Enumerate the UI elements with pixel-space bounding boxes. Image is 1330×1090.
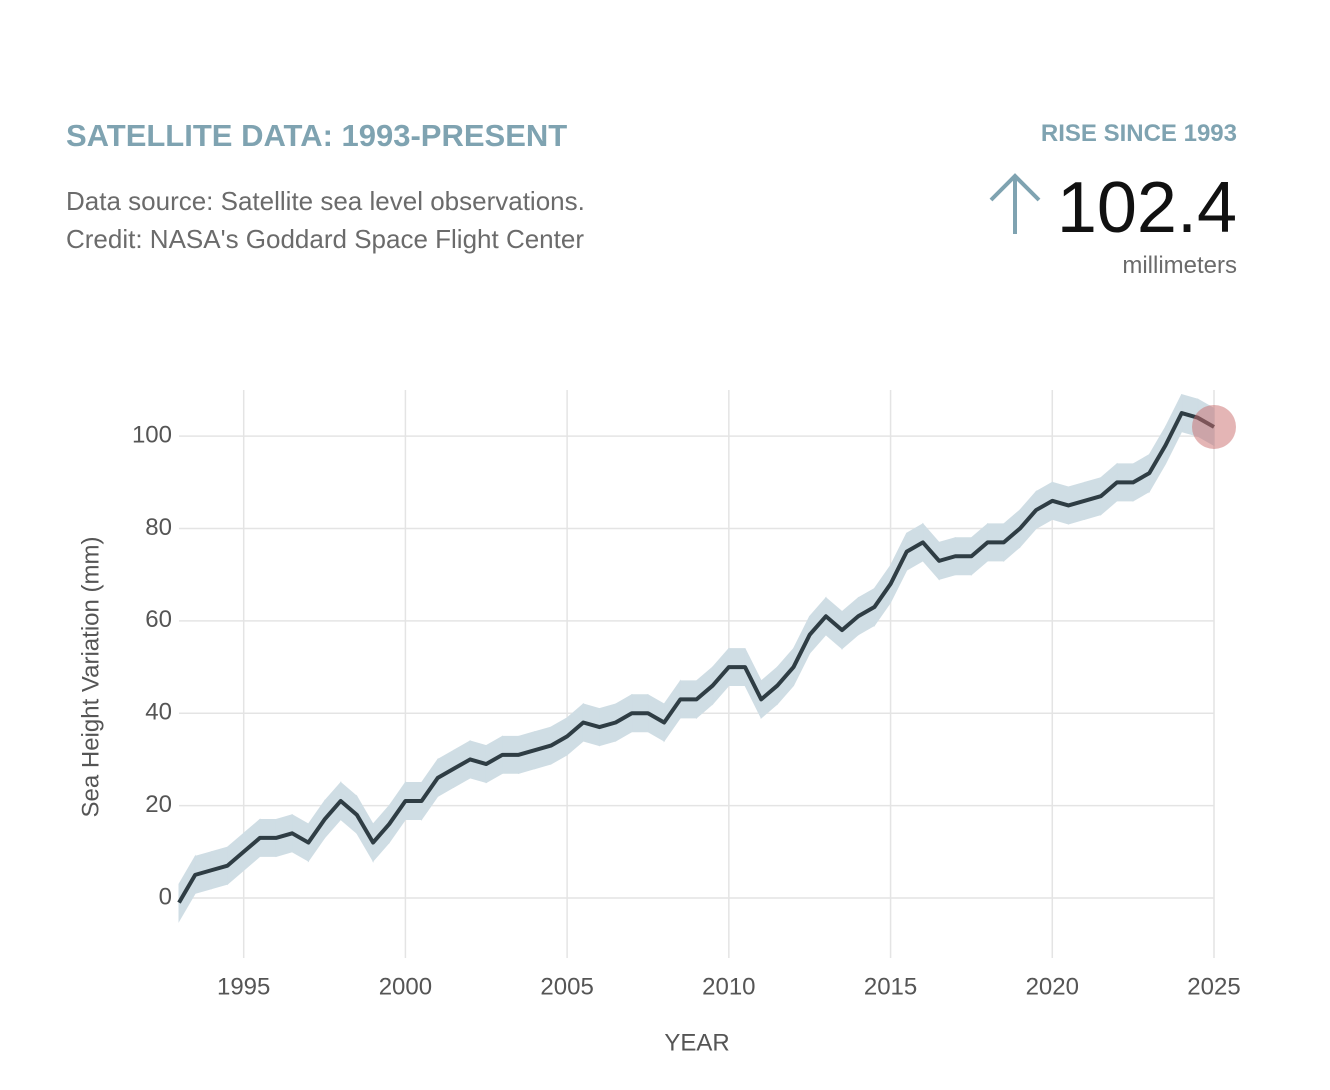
x-tick-label: 2005 — [540, 973, 593, 1000]
y-tick-label: 0 — [159, 883, 172, 910]
up-arrow — [989, 173, 1041, 234]
latest-point — [1192, 404, 1236, 449]
rise-value: 102.4 — [1056, 168, 1237, 248]
y-tick-label: 60 — [145, 606, 172, 633]
source: Data source: Satellite sea level observa… — [66, 186, 585, 216]
x-axis-label: YEAR — [664, 1029, 729, 1056]
y-tick-label: 40 — [145, 699, 172, 726]
x-tick-label: 2020 — [1026, 973, 1079, 1000]
y-tick-label: 20 — [145, 791, 172, 818]
y-tick-label: 100 — [132, 422, 172, 449]
rise-label: RISE SINCE 1993 — [1040, 120, 1237, 147]
x-tick-label: 2025 — [1187, 973, 1240, 1000]
y-tick-label: 80 — [145, 514, 172, 541]
x-tick-label: 1995 — [217, 973, 270, 1000]
title: SATELLITE DATA: 1993-PRESENT — [66, 118, 568, 153]
x-tick-label: 2010 — [702, 973, 755, 1000]
x-tick-label: 2000 — [379, 973, 432, 1000]
x-tick-label: 2015 — [864, 973, 917, 1000]
rise-unit: millimeters — [1122, 252, 1237, 279]
credit: Credit: NASA's Goddard Space Flight Cent… — [66, 224, 584, 254]
y-axis-label: Sea Height Variation (mm) — [77, 537, 104, 818]
sea-level-line — [177, 411, 1215, 904]
